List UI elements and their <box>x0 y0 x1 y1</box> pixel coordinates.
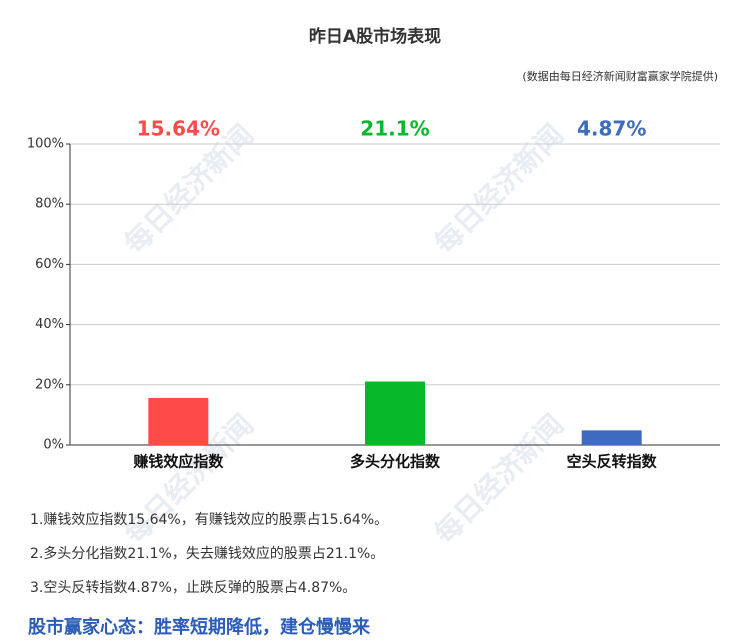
value-label: 15.64% <box>137 117 220 141</box>
watermark: 每日经济新闻 <box>428 118 570 260</box>
note: 3.空头反转指数4.87%，止跌反弹的股票占4.87%。 <box>30 580 356 596</box>
y-tick-label: 40% <box>35 317 64 332</box>
chart-title: 昨日A股市场表现 <box>309 26 441 47</box>
note: 2.多头分化指数21.1%，失去赚钱效应的股票占21.1%。 <box>30 545 384 562</box>
y-tick-label: 0% <box>43 438 64 453</box>
headline: 股市赢家心态：胜率短期降低，建仓慢慢来 <box>27 616 371 638</box>
watermark: 每日经济新闻 <box>428 408 570 550</box>
bar <box>365 381 425 445</box>
bar <box>581 430 642 445</box>
chart-subtitle: (数据由每日经济新闻财富赢家学院提供) <box>522 69 718 83</box>
value-label: 21.1% <box>360 117 429 141</box>
x-tick-label: 赚钱效应指数 <box>132 453 224 471</box>
note: 1.赚钱效应指数15.64%，有赚钱效应的股票占15.64%。 <box>30 511 388 528</box>
y-tick-label: 80% <box>35 197 64 212</box>
value-label: 4.87% <box>577 117 646 141</box>
bar <box>148 397 209 445</box>
x-tick-label: 空头反转指数 <box>567 453 658 471</box>
y-tick-label: 20% <box>35 377 64 392</box>
y-tick-label: 60% <box>35 257 64 272</box>
y-tick-label: 100% <box>27 137 64 152</box>
x-tick-label: 多头分化指数 <box>350 453 441 471</box>
